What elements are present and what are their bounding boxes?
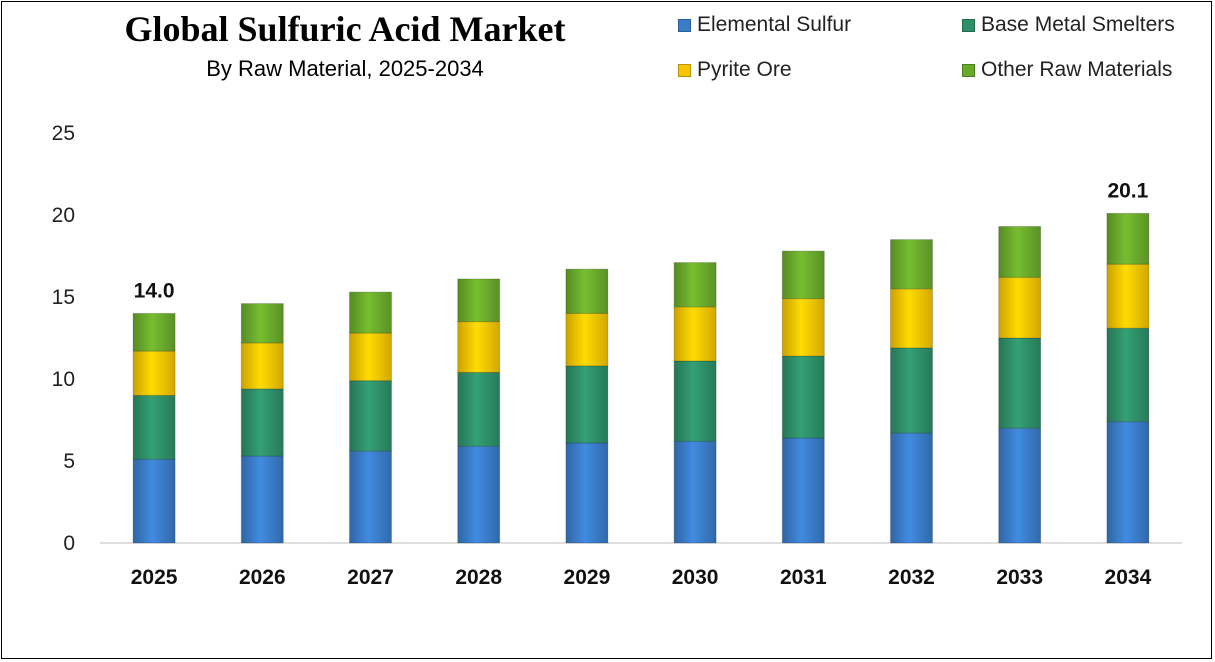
bar-other-raw-materials-2034 <box>1106 212 1150 265</box>
legend-swatch-elemental-sulfur <box>678 18 691 32</box>
legend-swatch-pyrite-ore <box>678 63 691 77</box>
bar-base-metal-smelters-2034 <box>1106 327 1150 423</box>
bar-other-raw-materials-2031 <box>781 250 825 300</box>
bar-elemental-sulfur-2032 <box>890 432 933 544</box>
bar-pyrite-ore-2025 <box>132 350 176 396</box>
x-tick-label-2026: 2026 <box>239 566 286 589</box>
bar-elemental-sulfur-2026 <box>240 455 284 544</box>
bar-other-raw-materials-2028 <box>457 278 501 323</box>
bar-pyrite-ore-2026 <box>240 342 284 390</box>
x-tick-label-2033: 2033 <box>996 566 1043 589</box>
bar-pyrite-ore-2029 <box>565 312 609 367</box>
bar-other-raw-materials-2027 <box>349 291 392 334</box>
legend-swatch-base-metal-smelters <box>962 18 975 32</box>
bar-other-raw-materials-2029 <box>565 268 609 314</box>
x-tick-label-2034: 2034 <box>1105 566 1152 589</box>
bar-elemental-sulfur-2031 <box>781 437 825 544</box>
bar-pyrite-ore-2028 <box>457 321 501 373</box>
bar-pyrite-ore-2034 <box>1106 263 1150 329</box>
bar-base-metal-smelters-2030 <box>673 360 717 442</box>
bar-other-raw-materials-2026 <box>240 303 284 344</box>
bar-pyrite-ore-2030 <box>673 306 717 362</box>
bar-pyrite-ore-2032 <box>890 288 933 349</box>
bar-base-metal-smelters-2032 <box>890 347 933 434</box>
bar-elemental-sulfur-2029 <box>565 442 609 544</box>
legend-label-elemental-sulfur: Elemental Sulfur <box>697 13 852 36</box>
legend-swatch-other-raw-materials <box>962 63 975 77</box>
y-tick-label: 20 <box>52 204 75 227</box>
bar-base-metal-smelters-2029 <box>565 365 609 444</box>
legend-item-base-metal-smelters: Base Metal Smelters <box>962 13 1175 37</box>
x-tick-label-2027: 2027 <box>347 566 394 589</box>
bar-elemental-sulfur-2030 <box>673 440 717 544</box>
bar-elemental-sulfur-2027 <box>349 450 392 544</box>
bar-base-metal-smelters-2027 <box>349 380 392 452</box>
bar-base-metal-smelters-2026 <box>240 388 284 457</box>
y-tick-label: 15 <box>52 286 75 309</box>
bar-elemental-sulfur-2028 <box>457 445 501 544</box>
x-tick-label-2032: 2032 <box>888 566 935 589</box>
legend-label-pyrite-ore: Pyrite Ore <box>697 58 792 81</box>
y-tick-label: 5 <box>63 450 75 473</box>
bar-other-raw-materials-2030 <box>673 262 717 308</box>
y-tick-label: 10 <box>52 368 75 391</box>
x-tick-label-2029: 2029 <box>564 566 611 589</box>
bar-base-metal-smelters-2025 <box>132 394 176 460</box>
bar-pyrite-ore-2031 <box>781 298 825 357</box>
bar-base-metal-smelters-2033 <box>998 337 1042 429</box>
x-tick-label-2031: 2031 <box>780 566 827 589</box>
x-tick-label-2025: 2025 <box>131 566 178 589</box>
x-tick-label-2030: 2030 <box>672 566 719 589</box>
bar-pyrite-ore-2027 <box>349 332 392 382</box>
legend-label-base-metal-smelters: Base Metal Smelters <box>981 13 1175 36</box>
data-label-2034: 20.1 <box>1107 179 1148 202</box>
legend-item-other-raw-materials: Other Raw Materials <box>962 58 1172 82</box>
bar-base-metal-smelters-2028 <box>457 371 501 447</box>
bar-elemental-sulfur-2034 <box>1106 421 1150 544</box>
bar-base-metal-smelters-2031 <box>781 355 825 439</box>
legend-label-other-raw-materials: Other Raw Materials <box>981 58 1173 81</box>
bar-other-raw-materials-2025 <box>132 312 176 352</box>
bar-other-raw-materials-2032 <box>890 239 933 290</box>
y-tick-label: 25 <box>52 122 75 145</box>
legend-item-pyrite-ore: Pyrite Ore <box>678 58 792 82</box>
x-tick-label-2028: 2028 <box>455 566 502 589</box>
bar-pyrite-ore-2033 <box>998 276 1042 339</box>
bar-elemental-sulfur-2033 <box>998 427 1042 544</box>
y-tick-label: 0 <box>63 532 75 555</box>
bar-elemental-sulfur-2025 <box>132 458 176 544</box>
chart-subtitle: By Raw Material, 2025-2034 <box>206 56 484 81</box>
data-label-2025: 14.0 <box>134 279 175 302</box>
legend-item-elemental-sulfur: Elemental Sulfur <box>678 13 851 37</box>
bar-other-raw-materials-2033 <box>998 225 1042 278</box>
chart-title: Global Sulfuric Acid Market <box>124 9 566 49</box>
